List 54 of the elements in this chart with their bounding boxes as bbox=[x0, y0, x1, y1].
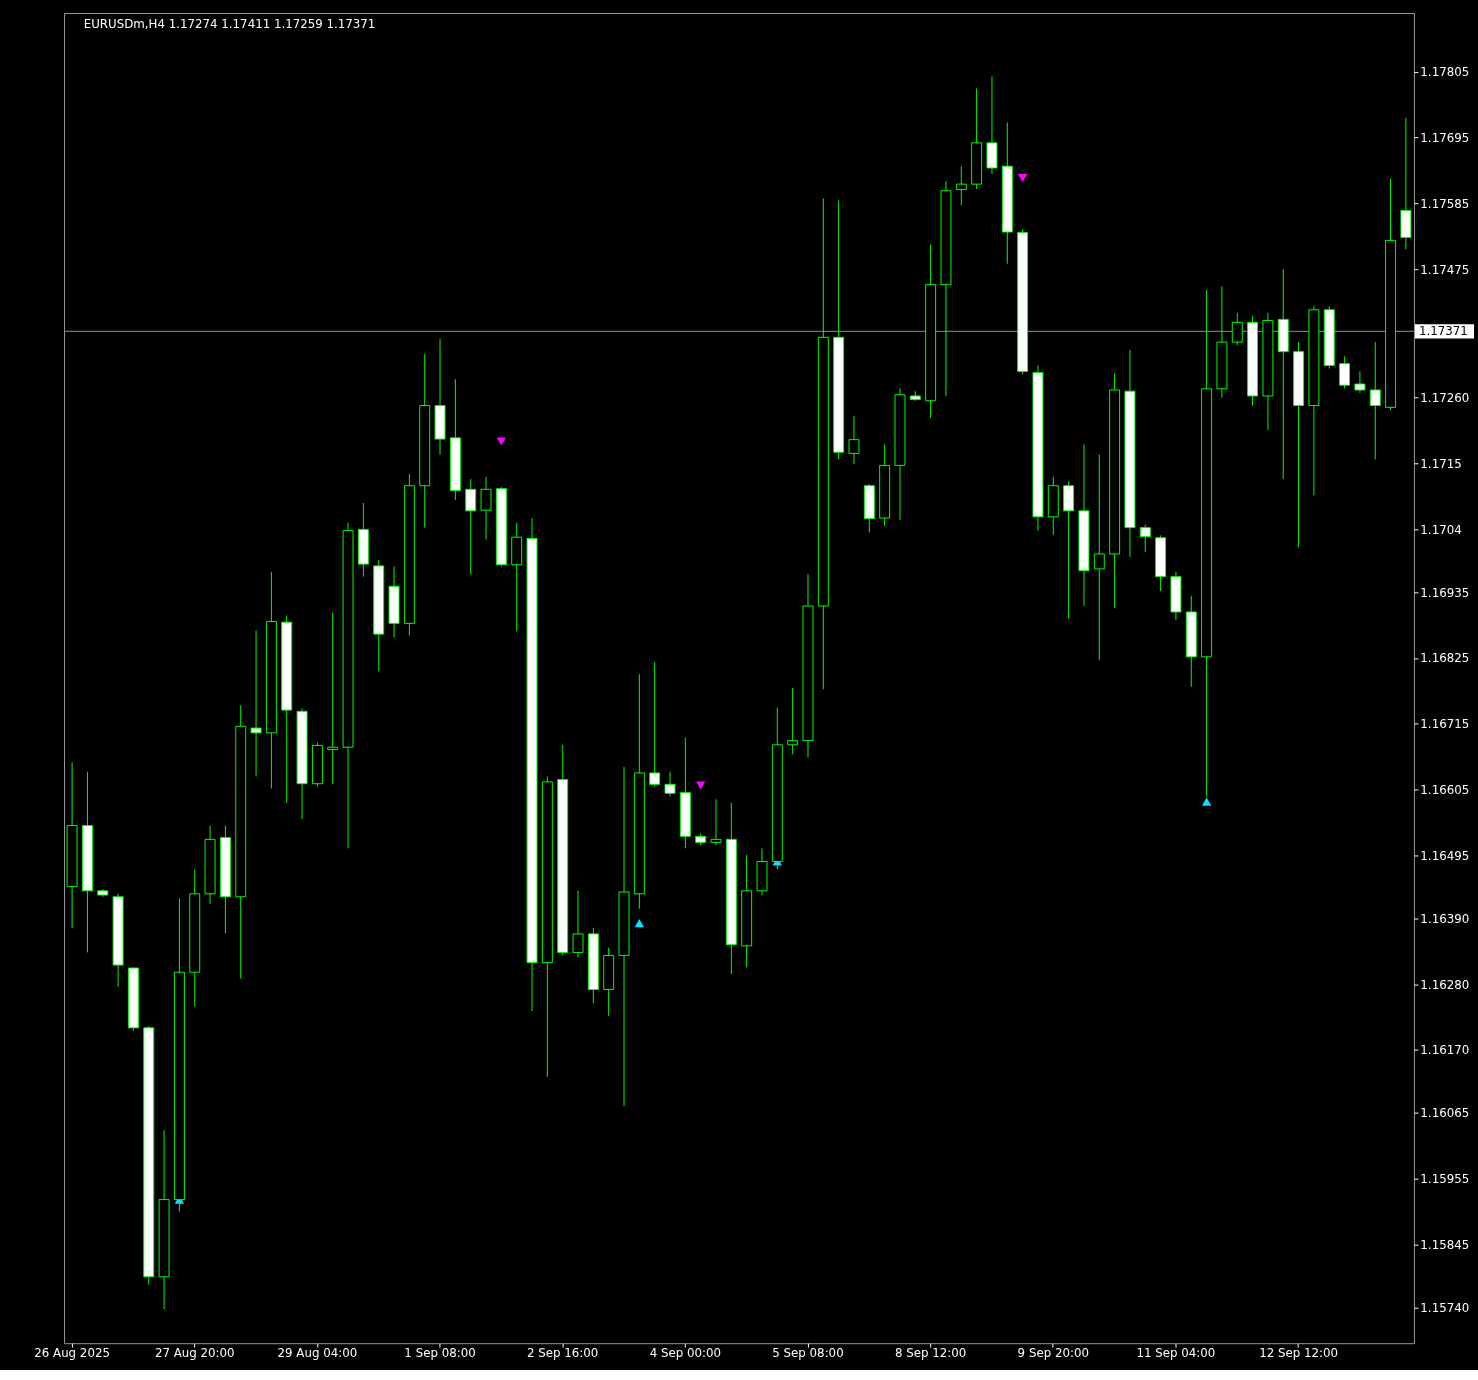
x-tick-label: 26 Aug 2025 bbox=[34, 1345, 110, 1360]
y-tick-label: 1.17260 bbox=[1420, 391, 1470, 406]
y-tick-label: 1.16280 bbox=[1420, 977, 1470, 992]
ref-line-label: 1.17371 bbox=[1418, 324, 1468, 339]
x-tick-label: 29 Aug 04:00 bbox=[277, 1345, 358, 1360]
candlestick bbox=[664, 771, 676, 797]
y-tick-label: 1.17695 bbox=[1420, 130, 1470, 145]
candlestick bbox=[480, 476, 492, 541]
point bbox=[696, 781, 706, 790]
x-tick-label: 12 Sep 12:00 bbox=[1259, 1345, 1339, 1360]
y-tick-label: 1.17805 bbox=[1420, 65, 1470, 80]
candlestick bbox=[327, 612, 339, 785]
y-tick-label: 1.16170 bbox=[1420, 1043, 1470, 1058]
candlestick bbox=[1139, 524, 1151, 553]
candlestick bbox=[955, 165, 967, 206]
y-tick-label: 1.15845 bbox=[1420, 1237, 1470, 1252]
y-tick-label: 1.1704 bbox=[1420, 522, 1462, 537]
candlestick bbox=[1369, 341, 1381, 460]
x-tick-label: 4 Sep 00:00 bbox=[649, 1345, 722, 1360]
y-tick-label: 1.17475 bbox=[1420, 262, 1470, 277]
y-tick-label: 1.16605 bbox=[1420, 783, 1470, 798]
x-tick-label: 11 Sep 04:00 bbox=[1136, 1345, 1216, 1360]
candlestick bbox=[572, 890, 584, 958]
y-tick-label: 1.16825 bbox=[1420, 651, 1470, 666]
candlestick bbox=[1093, 454, 1105, 661]
x-tick-label: 27 Aug 20:00 bbox=[154, 1345, 235, 1360]
x-tick-label: 8 Sep 12:00 bbox=[894, 1345, 967, 1360]
candlestick bbox=[1354, 370, 1366, 394]
y-tick-label: 1.15955 bbox=[1420, 1172, 1470, 1187]
point bbox=[1201, 797, 1212, 806]
candlestick bbox=[1339, 355, 1351, 389]
candlestick bbox=[787, 687, 799, 755]
candlestick bbox=[465, 478, 477, 575]
candlestick bbox=[710, 798, 722, 846]
y-tick-label: 1.15740 bbox=[1420, 1300, 1470, 1315]
y-tick-label: 1.16935 bbox=[1420, 585, 1470, 600]
y-tick-label: 1.16065 bbox=[1420, 1106, 1470, 1121]
y-tick-label: 1.17585 bbox=[1420, 196, 1470, 211]
x-tick-label: 5 Sep 08:00 bbox=[772, 1345, 844, 1360]
candlestick bbox=[848, 415, 860, 465]
y-tick-label: 1.16495 bbox=[1420, 848, 1470, 863]
y-tick-label: 1.16715 bbox=[1420, 717, 1470, 732]
chart-title: EURUSDm,H4 1.17274 1.17411 1.17259 1.17371 bbox=[83, 16, 376, 31]
point bbox=[634, 919, 645, 928]
point bbox=[496, 437, 507, 446]
x-tick-label: 1 Sep 08:00 bbox=[404, 1345, 476, 1360]
y-tick-label: 1.1715 bbox=[1420, 457, 1462, 472]
x-tick-label: 2 Sep 16:00 bbox=[527, 1345, 599, 1360]
y-tick-label: 1.16390 bbox=[1420, 911, 1470, 926]
candlestick bbox=[649, 661, 661, 788]
candlestick bbox=[250, 630, 262, 778]
candlestick bbox=[1231, 312, 1243, 346]
point bbox=[1017, 174, 1028, 183]
x-tick-label: 9 Sep 20:00 bbox=[1017, 1345, 1089, 1360]
